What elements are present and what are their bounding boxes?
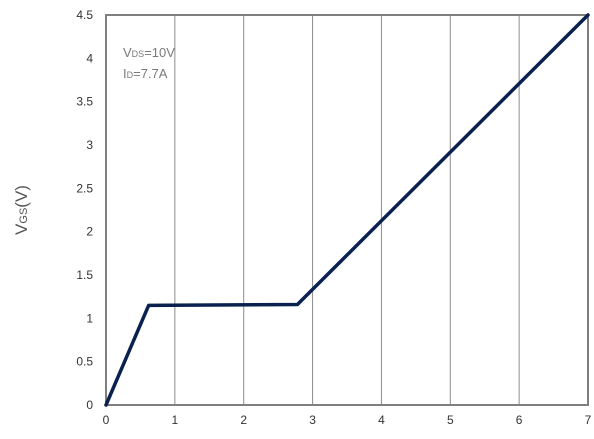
annotation-id-main: I xyxy=(123,66,127,81)
y-tick-label-9: 4.5 xyxy=(76,8,93,22)
y-tick-label-4: 2 xyxy=(86,225,93,239)
series-group xyxy=(104,13,590,407)
x-tick-label-1: 1 xyxy=(172,413,179,427)
y-tick-label-0: 0 xyxy=(86,398,93,412)
grid-lines xyxy=(174,15,520,405)
x-axis-ticks: 0 1 2 3 4 5 6 7 xyxy=(103,413,592,427)
y-tick-label-3: 1.5 xyxy=(76,268,93,282)
annotation-id-tail: =7.7A xyxy=(133,66,168,81)
y-axis-label-tail: (V) xyxy=(12,185,31,208)
annotation-vds-sub: DS xyxy=(132,49,145,59)
x-tick-label-3: 3 xyxy=(309,413,316,427)
y-axis-label-sub: GS xyxy=(18,208,30,224)
y-tick-label-8: 4 xyxy=(86,51,93,65)
x-tick-label-7: 7 xyxy=(585,413,592,427)
annotation-vds: VDS=10V xyxy=(123,45,175,60)
y-tick-label-6: 3 xyxy=(86,138,93,152)
x-tick-label-5: 5 xyxy=(447,413,454,427)
annotation-id-sub: D xyxy=(127,70,134,80)
y-axis-label: VGS(V) xyxy=(12,185,31,235)
plot-area-frame xyxy=(105,14,589,406)
annotation-vds-tail: =10V xyxy=(144,45,175,60)
y-tick-label-2: 1 xyxy=(86,311,93,325)
x-tick-label-0: 0 xyxy=(103,413,110,427)
y-tick-label-7: 3.5 xyxy=(76,95,93,109)
x-tick-label-2: 2 xyxy=(240,413,247,427)
annotation-id: ID=7.7A xyxy=(123,66,168,81)
y-axis-ticks: 0 0.5 1 1.5 2 2.5 3 3.5 4 4.5 xyxy=(76,8,93,412)
x-tick-label-6: 6 xyxy=(516,413,523,427)
y-axis-label-main: V xyxy=(12,223,31,235)
x-tick-label-4: 4 xyxy=(378,413,385,427)
y-tick-label-5: 2.5 xyxy=(76,181,93,195)
annotation-vds-main: V xyxy=(123,45,132,60)
y-tick-label-1: 0.5 xyxy=(76,355,93,369)
series-line-0 xyxy=(104,13,590,407)
